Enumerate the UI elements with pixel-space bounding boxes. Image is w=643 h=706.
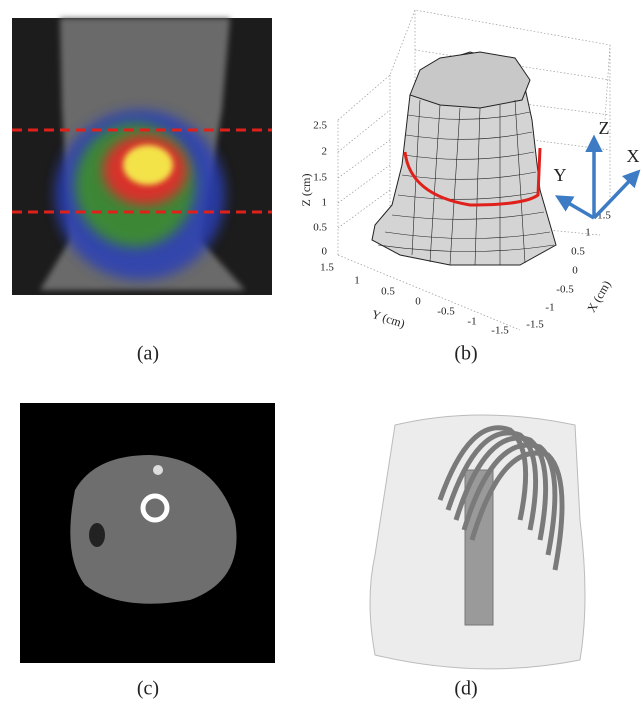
- panel-d: (d): [370, 415, 585, 700]
- z-tick-label: 0: [322, 246, 328, 258]
- panel-label: (d): [454, 678, 477, 700]
- panel-c: (c): [20, 403, 275, 700]
- arrow-label: X: [627, 146, 640, 166]
- arrow-label: Y: [554, 165, 567, 185]
- panel-label: (c): [137, 678, 159, 700]
- z-tick-label: 1.5: [313, 172, 327, 184]
- z-axis-label: Z (cm): [299, 174, 313, 207]
- y-tick-label: 1: [354, 275, 360, 287]
- x-tick-label: -1.5: [526, 319, 544, 331]
- arrow-label: Z: [599, 118, 610, 138]
- figure: (a) 2.5 2 1.5 1 0.5 0 Z (cm) 1.5 1 0.5 0…: [0, 0, 643, 701]
- z-tick-label: 2.5: [313, 120, 327, 132]
- y-tick-label: 1.5: [320, 262, 334, 274]
- x-tick-label: 0: [572, 265, 578, 277]
- signal-yellow: [123, 145, 173, 185]
- dark-spot: [89, 523, 105, 547]
- y-tick-label: 0.5: [381, 286, 395, 298]
- bright-spot: [153, 465, 163, 475]
- x-tick-label: 1: [585, 227, 591, 239]
- z-tick-label: 0.5: [313, 222, 327, 234]
- surface: [372, 52, 556, 265]
- y-tick-label: -0.5: [437, 306, 455, 318]
- panel-label: (b): [454, 343, 477, 365]
- y-tick-label: -1.5: [491, 325, 509, 337]
- surface-top: [410, 52, 530, 108]
- z-tick-label: 1: [322, 197, 328, 209]
- panel-label: (a): [137, 343, 159, 365]
- panel-a: (a): [12, 18, 272, 365]
- x-tick-label: -0.5: [556, 284, 574, 296]
- x-axis-label: X (cm): [584, 278, 613, 315]
- x-tick-label: 0.5: [571, 246, 585, 258]
- y-tick-label: 0: [415, 296, 421, 308]
- page: {"panels": [ {"label": "(a)"}, {"label":…: [0, 0, 643, 701]
- y-axis-label: Y (cm): [370, 307, 407, 331]
- z-tick-label: 2: [322, 146, 328, 158]
- y-tick-label: -1: [467, 316, 476, 328]
- x-tick-label: -1: [545, 302, 554, 314]
